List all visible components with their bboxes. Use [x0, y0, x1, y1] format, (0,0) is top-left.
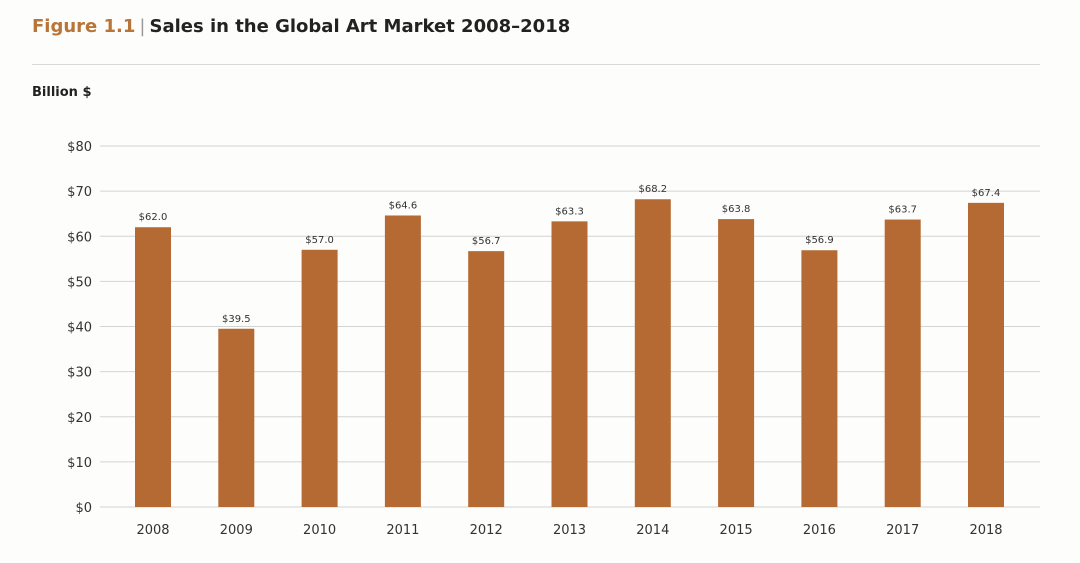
x-tick-label: 2009: [220, 523, 253, 538]
x-tick-label: 2010: [303, 523, 336, 538]
bar: [634, 199, 671, 507]
bar: [968, 202, 1004, 508]
y-tick-label: $30: [67, 366, 92, 381]
y-axis-ticks: $0 $10 $20 $30 $40 $50 $60 $70 $80: [67, 140, 92, 516]
y-axis-unit-label: Billion $: [32, 85, 92, 100]
figure-label: Figure 1.1: [32, 16, 136, 37]
y-tick-label: $60: [67, 230, 92, 245]
y-tick-label: $20: [67, 411, 92, 426]
x-tick-label: 2012: [470, 523, 503, 538]
data-label: $68.2: [638, 184, 667, 195]
data-label: $64.6: [389, 200, 418, 211]
data-label: $63.8: [722, 204, 751, 215]
data-label: $56.7: [472, 236, 501, 247]
x-axis-ticks: 2008 2009 2010 2011 2012 2013 2014 2015 2016 2017…: [136, 523, 1002, 538]
x-tick-label: 2015: [720, 523, 753, 538]
y-tick-label: $10: [67, 456, 92, 471]
data-label: $62.0: [139, 212, 168, 223]
bar: [218, 328, 255, 507]
bar: [718, 219, 755, 508]
header-divider: [32, 64, 1040, 65]
y-tick-label: $80: [67, 140, 92, 155]
data-label: $39.5: [222, 314, 251, 325]
data-labels: $62.0 $39.5 $57.0 $64.6 $56.7 $63.3 $68.2 $63.8…: [139, 184, 1001, 325]
data-label: $63.3: [555, 206, 584, 217]
y-tick-label: $50: [67, 275, 92, 290]
data-label: $56.9: [805, 235, 834, 246]
bar: [468, 251, 505, 507]
x-tick-label: 2008: [136, 523, 169, 538]
y-tick-label: $70: [67, 185, 92, 200]
data-label: $67.4: [972, 188, 1001, 199]
bar: [384, 215, 421, 507]
x-tick-label: 2016: [803, 523, 836, 538]
x-tick-label: 2017: [886, 523, 919, 538]
figure-header: Figure 1.1 | Sales in the Global Art Marke…: [32, 16, 570, 37]
x-tick-label: 2011: [386, 523, 419, 538]
bar: [801, 250, 838, 507]
bar: [135, 227, 171, 507]
data-label: $57.0: [305, 235, 334, 246]
x-tick-label: 2014: [636, 523, 669, 538]
y-tick-label: $0: [75, 501, 92, 516]
y-tick-label: $40: [67, 321, 92, 336]
data-label: $63.7: [888, 205, 917, 216]
bar: [301, 249, 338, 507]
bars: [135, 199, 1004, 508]
figure-separator: |: [139, 16, 146, 37]
chart-title: Sales in the Global Art Market 2008–2018: [149, 16, 571, 37]
bar: [884, 219, 921, 507]
bar: [551, 221, 588, 507]
x-tick-label: 2018: [969, 523, 1002, 538]
x-tick-label: 2013: [553, 523, 586, 538]
